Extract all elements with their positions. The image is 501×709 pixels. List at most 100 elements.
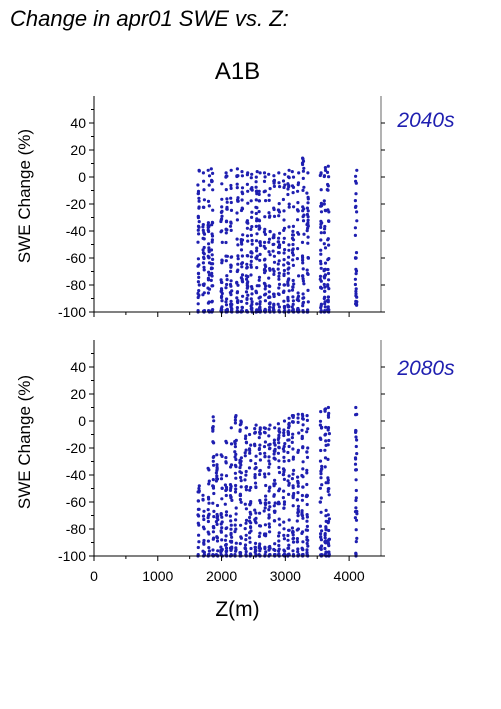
- scatter-point: [305, 515, 309, 519]
- scatter-point: [273, 548, 277, 553]
- scatter-point: [196, 192, 200, 196]
- data-points: [196, 156, 359, 314]
- scatter-point: [262, 171, 267, 175]
- scatter-point: [248, 451, 252, 455]
- scatter-point: [206, 221, 210, 225]
- scatter-point: [286, 429, 290, 434]
- scatter-point: [282, 236, 286, 240]
- scatter-point: [197, 275, 201, 279]
- scatter-point: [210, 300, 214, 304]
- scatter-point: [287, 421, 291, 425]
- scatter-point: [254, 185, 258, 189]
- scatter-point: [211, 501, 215, 505]
- scatter-point: [291, 278, 295, 283]
- scatter-point: [272, 260, 277, 264]
- scatter-point: [287, 492, 291, 496]
- scatter-point: [273, 426, 277, 430]
- scatter-point: [318, 277, 322, 281]
- scatter-point: [254, 511, 258, 515]
- scatter-point: [224, 303, 229, 307]
- scatter-point: [244, 521, 248, 525]
- scatter-point: [244, 485, 248, 489]
- scatter-point: [240, 262, 244, 266]
- scatter-point: [258, 240, 262, 244]
- scatter-point: [197, 196, 201, 200]
- scatter-point: [258, 427, 262, 432]
- scatter-point: [290, 526, 294, 530]
- scatter-point: [243, 546, 247, 551]
- scatter-point: [254, 205, 258, 209]
- scatter-point: [287, 266, 291, 270]
- scatter-point: [229, 183, 233, 188]
- scatter-point: [267, 434, 271, 438]
- scatter-point: [244, 553, 248, 557]
- scatter-point: [225, 197, 229, 201]
- scatter-point: [273, 478, 277, 482]
- scatter-point: [290, 170, 294, 174]
- scatter-point: [243, 436, 248, 441]
- scatter-point: [225, 174, 229, 178]
- scatter-point: [212, 491, 216, 496]
- scatter-point: [220, 526, 224, 530]
- scatter-point: [282, 419, 287, 423]
- scatter-point: [272, 174, 276, 178]
- scatter-point: [318, 500, 322, 504]
- y-tick-label: -60: [66, 250, 86, 266]
- scatter-point: [354, 287, 358, 291]
- scatter-point: [277, 251, 281, 255]
- scatter-point: [267, 295, 272, 299]
- scatter-point: [250, 300, 254, 304]
- scatter-point: [255, 266, 259, 270]
- scatter-point: [326, 237, 330, 241]
- scatter-point: [277, 171, 281, 175]
- scatter-point: [245, 262, 249, 266]
- scatter-point: [238, 470, 242, 474]
- scatter-point: [240, 305, 244, 309]
- scatter-point: [354, 552, 358, 556]
- scatter-point: [211, 530, 215, 534]
- scatter-point: [201, 261, 205, 265]
- scatter-point: [291, 533, 295, 537]
- scatter-point: [255, 217, 259, 221]
- scatter-point: [354, 289, 358, 293]
- y-tick-label: -40: [66, 223, 86, 239]
- scatter-point: [220, 538, 224, 542]
- scatter-point: [287, 543, 291, 547]
- scatter-point: [277, 305, 281, 309]
- scatter-point: [202, 265, 206, 269]
- scatter-point: [291, 420, 295, 424]
- scatter-point: [224, 286, 228, 290]
- scatter-point: [319, 252, 323, 256]
- scatter-point: [327, 287, 331, 291]
- scatter-point: [249, 259, 253, 263]
- scatter-point: [244, 488, 248, 492]
- scatter-point: [215, 474, 219, 478]
- scatter-point: [323, 409, 327, 413]
- scatter-point: [326, 182, 330, 187]
- scatter-point: [296, 504, 300, 508]
- scatter-point: [277, 459, 281, 463]
- scatter-point: [319, 306, 323, 310]
- scatter-point: [319, 238, 323, 242]
- scatter-point: [278, 523, 282, 527]
- scatter-point: [235, 182, 239, 186]
- scatter-point: [215, 512, 219, 517]
- scatter-point: [258, 252, 262, 256]
- scatter-point: [296, 189, 300, 193]
- scatter-point: [220, 182, 224, 186]
- scatter-point: [201, 293, 205, 297]
- scatter-point: [224, 231, 228, 235]
- scatter-point: [296, 507, 300, 511]
- scatter-point: [267, 525, 272, 529]
- scatter-point: [327, 493, 331, 497]
- scatter-point: [234, 457, 238, 462]
- scatter-point: [248, 448, 252, 453]
- scatter-point: [319, 259, 323, 263]
- scatter-point: [197, 540, 201, 544]
- scatter-point: [286, 271, 290, 275]
- scatter-point: [287, 309, 291, 313]
- scatter-point: [272, 206, 276, 210]
- scatter-point: [244, 507, 248, 511]
- scatter-point: [245, 234, 250, 238]
- scatter-point: [306, 197, 310, 201]
